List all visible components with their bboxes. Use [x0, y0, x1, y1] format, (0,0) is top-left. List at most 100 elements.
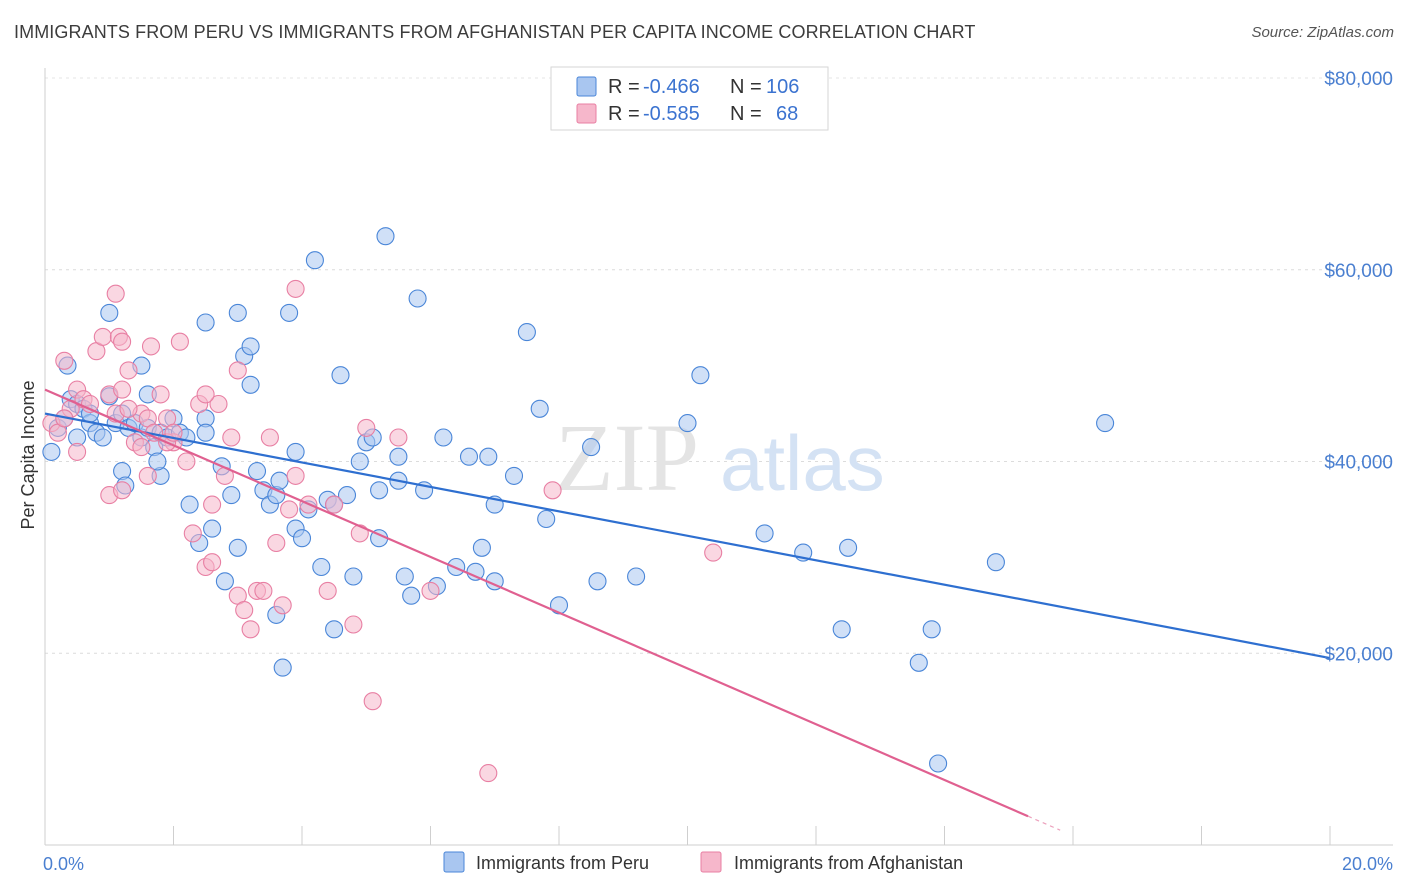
data-point	[203, 553, 222, 572]
trend-line	[44, 388, 1029, 818]
watermark-zip: ZIP	[555, 404, 699, 511]
data-point	[196, 385, 215, 404]
data-point	[228, 538, 247, 557]
data-point	[389, 447, 408, 466]
x-tick-labels: 0.0% 20.0%	[43, 854, 1393, 874]
data-point	[350, 524, 369, 543]
data-point	[318, 581, 337, 600]
data-point	[357, 418, 376, 437]
y-tick-label: $40,000	[1324, 453, 1393, 474]
data-point	[286, 279, 305, 298]
data-point	[588, 572, 607, 591]
data-point	[151, 385, 170, 404]
y-axis-label: Per Capita Income	[18, 380, 38, 529]
data-point	[678, 414, 697, 433]
legend-swatch-peru	[576, 76, 597, 97]
data-point	[839, 538, 858, 557]
data-point	[479, 447, 498, 466]
data-point	[196, 313, 215, 332]
y-tick-label: $80,000	[1324, 69, 1393, 90]
data-point	[148, 452, 167, 471]
data-point	[196, 423, 215, 442]
series-legend: Immigrants from Peru Immigrants from Afg…	[443, 851, 963, 873]
data-point	[421, 581, 440, 600]
legend-box	[550, 66, 829, 131]
legend-r-value-peru: -0.466	[643, 76, 700, 98]
data-point	[222, 428, 241, 447]
x-tick-label: 0.0%	[43, 854, 84, 874]
data-point	[582, 438, 601, 457]
data-point	[113, 332, 132, 351]
data-point	[370, 481, 389, 500]
data-point	[389, 428, 408, 447]
data-point	[100, 303, 119, 322]
data-point	[260, 428, 279, 447]
data-point	[1096, 414, 1115, 433]
data-point	[273, 658, 292, 677]
data-point	[170, 332, 189, 351]
data-point	[180, 495, 199, 514]
data-point	[325, 495, 344, 514]
data-point	[113, 481, 132, 500]
data-point	[704, 543, 723, 562]
data-point	[93, 428, 112, 447]
data-point	[922, 620, 941, 639]
data-point	[241, 620, 260, 639]
watermark-atlas: atlas	[720, 419, 885, 507]
data-point	[241, 375, 260, 394]
data-point	[132, 438, 151, 457]
data-point	[273, 596, 292, 615]
data-point	[350, 452, 369, 471]
data-point	[141, 337, 161, 356]
data-point	[228, 361, 247, 380]
legend-n-value-peru: 106	[766, 76, 799, 98]
legend-swatch-peru	[443, 851, 465, 873]
data-point	[138, 466, 157, 485]
y-tick-label: $60,000	[1324, 261, 1393, 282]
data-point	[119, 361, 138, 380]
data-point	[504, 466, 524, 485]
data-point	[627, 567, 646, 586]
data-point	[209, 394, 228, 414]
data-point	[222, 486, 241, 505]
data-point	[241, 337, 260, 356]
data-point	[203, 519, 222, 538]
legend-n-label: N =	[730, 76, 762, 98]
data-point	[93, 327, 112, 346]
legend-r-label: R =	[608, 103, 640, 125]
data-point	[312, 557, 331, 577]
legend-n-label: N =	[730, 103, 762, 125]
data-point	[106, 284, 125, 303]
data-point	[113, 380, 132, 399]
watermark: ZIP atlas	[555, 404, 885, 511]
y-tick-labels: $20,000 $40,000 $60,000 $80,000	[1324, 69, 1393, 665]
data-point	[986, 553, 1005, 572]
data-point	[434, 428, 453, 447]
legend-swatch-afghanistan	[700, 851, 722, 873]
trend-lines	[44, 388, 1331, 831]
data-point	[344, 615, 363, 634]
legend-r-value-afghanistan: -0.585	[643, 103, 700, 125]
data-point	[376, 227, 395, 246]
data-point	[472, 538, 491, 557]
data-point	[203, 495, 222, 514]
data-point	[235, 601, 254, 620]
data-point	[286, 466, 305, 485]
data-point	[267, 533, 286, 553]
data-point	[344, 567, 363, 586]
data-point	[247, 462, 267, 481]
data-point	[408, 289, 427, 308]
y-tick-label: $20,000	[1324, 644, 1393, 665]
legend-r-label: R =	[608, 76, 640, 98]
axes	[44, 68, 1393, 846]
data-point	[228, 303, 247, 322]
data-point	[459, 447, 479, 466]
data-point	[325, 620, 344, 639]
data-point	[479, 764, 498, 783]
data-point	[530, 399, 549, 418]
chart-title: IMMIGRANTS FROM PERU VS IMMIGRANTS FROM …	[14, 22, 976, 42]
data-point	[270, 471, 289, 490]
data-point	[363, 692, 382, 711]
data-point	[254, 581, 273, 600]
source-credit: Source: ZipAtlas.com	[1251, 24, 1394, 41]
